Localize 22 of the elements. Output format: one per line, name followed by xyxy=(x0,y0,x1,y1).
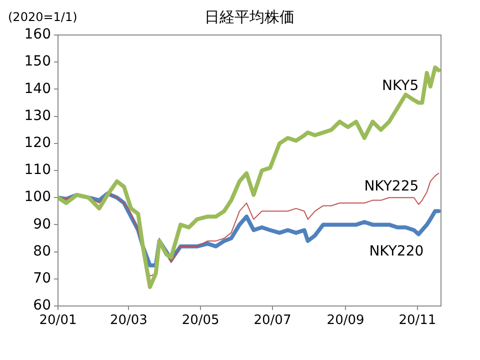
series-label: NKY220 xyxy=(369,243,424,260)
y-tick-label: 110 xyxy=(24,162,51,178)
y-tick-label: 120 xyxy=(24,135,51,152)
y-tick-label: 90 xyxy=(33,216,51,232)
x-tick-label: 20/11 xyxy=(398,313,436,328)
y-tick-label: 140 xyxy=(24,80,51,97)
y-tick-label: 100 xyxy=(24,189,51,206)
x-tick-label: 20/07 xyxy=(254,313,292,328)
y-axis-title: (2020=1/1) xyxy=(8,10,78,24)
x-tick-label: 20/01 xyxy=(39,313,77,328)
y-tick-label: 160 xyxy=(24,26,51,43)
y-tick-label: 70 xyxy=(33,270,51,287)
chart-title: 日経平均株価 xyxy=(204,8,294,26)
x-tick-label: 20/09 xyxy=(326,313,364,328)
y-tick-label: 130 xyxy=(24,108,51,124)
y-tick-label: 60 xyxy=(33,298,51,314)
series-label: NKY225 xyxy=(364,178,419,194)
y-tick-label: 150 xyxy=(24,54,51,70)
series-label: NKY5 xyxy=(382,78,419,94)
x-tick-label: 20/03 xyxy=(110,313,148,328)
y-tick-label: 80 xyxy=(33,243,51,260)
x-tick-label: 20/05 xyxy=(182,313,220,328)
